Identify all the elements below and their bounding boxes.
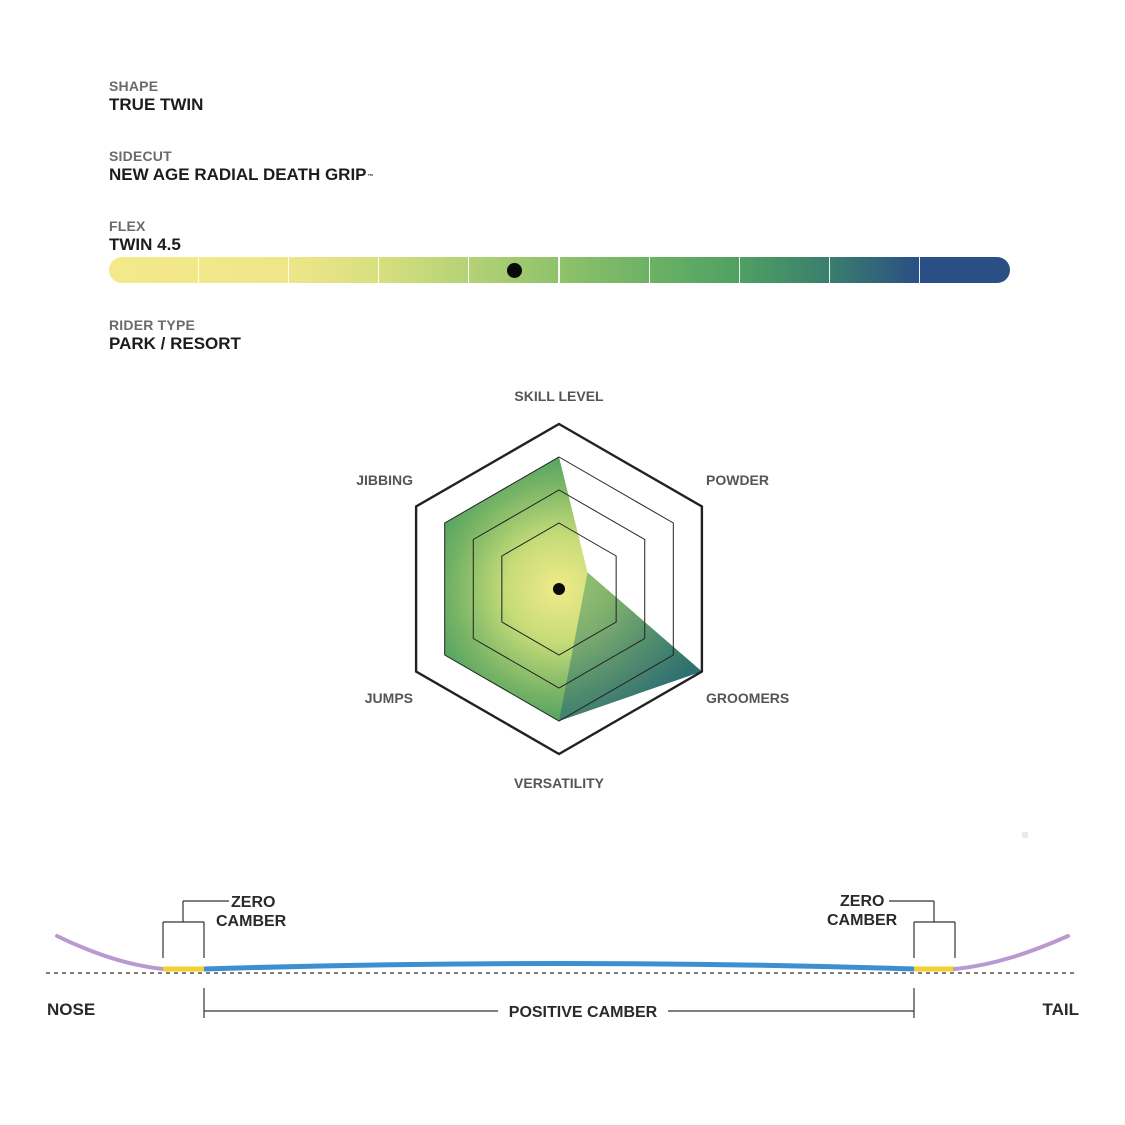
camber-profile-diagram: ZERO CAMBER ZERO CAMBER POSITIVE CAMBER … [46, 893, 1079, 1021]
radar-grid-ring [501, 522, 617, 656]
positive-camber-segment [203, 961, 915, 972]
sidecut-value-row: NEW AGE RADIAL DEATH GRIP™ [109, 165, 374, 185]
flex-segment [649, 257, 740, 283]
shape-value: TRUE TWIN [109, 95, 204, 114]
radar-axis-label: JIBBING [356, 472, 413, 488]
radar-grid-ring [472, 489, 646, 689]
flex-segment [829, 257, 920, 283]
flex-segment [919, 257, 1010, 283]
tail-rocker-curve [953, 934, 1070, 971]
shape-spec: SHAPE TRUE TWIN [109, 78, 203, 115]
flex-value: TWIN 4.5 [109, 235, 181, 254]
radar-grid [414, 422, 704, 756]
nose-rocker-curve [55, 934, 165, 971]
radar-axis-label: POWDER [706, 472, 769, 488]
tail-label: TAIL [1042, 1000, 1079, 1019]
flex-spec: FLEX TWIN 4.5 [109, 218, 181, 255]
rider-type-value: PARK / RESORT [109, 334, 241, 353]
radar-axis-label: VERSATILITY [514, 775, 605, 791]
trademark-mark: ™ [367, 174, 374, 180]
sidecut-value: NEW AGE RADIAL DEATH GRIP [109, 165, 367, 184]
right-zero-camber-label: ZERO CAMBER [827, 893, 898, 929]
flex-segment [739, 257, 830, 283]
shape-label: SHAPE [109, 78, 159, 94]
radar-outer-ring [414, 422, 704, 756]
sidecut-label: SIDECUT [109, 148, 172, 164]
radar-axis-labels: SKILL LEVEL POWDER GROOMERS VERSATILITY JUMP… [356, 388, 789, 791]
left-zero-bracket [162, 900, 229, 958]
flex-segment [199, 257, 290, 283]
left-zero-line-2: CAMBER [216, 913, 287, 930]
flex-segment [109, 257, 200, 283]
rider-type-label: RIDER TYPE [109, 317, 196, 333]
right-zero-bracket [889, 900, 956, 958]
radar-center-dot [553, 583, 565, 595]
rider-type-spec: RIDER TYPE PARK / RESORT [109, 317, 241, 354]
flex-scale-bar [109, 257, 1010, 283]
right-zero-line-1: ZERO [840, 893, 884, 910]
left-zero-camber-label: ZERO CAMBER [216, 894, 287, 930]
positive-camber-bracket [203, 988, 915, 1018]
flex-segment [379, 257, 470, 283]
right-zero-line-2: CAMBER [827, 912, 898, 929]
flex-label: FLEX [109, 218, 146, 234]
radar-grid-ring [444, 456, 674, 722]
sidecut-spec: SIDECUT NEW AGE RADIAL DEATH GRIP™ [109, 148, 374, 185]
radar-value-area [444, 457, 702, 721]
corner-artifact [1022, 832, 1028, 838]
left-zero-line-1: ZERO [231, 894, 275, 911]
flex-segment [289, 257, 380, 283]
nose-label: NOSE [47, 1000, 95, 1019]
terrain-radar-chart: SKILL LEVEL POWDER GROOMERS VERSATILITY JUMP… [356, 388, 789, 791]
radar-axis-label: SKILL LEVEL [514, 388, 604, 404]
positive-camber-label: POSITIVE CAMBER [509, 1004, 658, 1021]
radar-axis-label: GROOMERS [706, 690, 789, 706]
radar-axis-label: JUMPS [365, 690, 413, 706]
flex-segment [559, 257, 650, 283]
flex-rating-marker [506, 263, 522, 278]
